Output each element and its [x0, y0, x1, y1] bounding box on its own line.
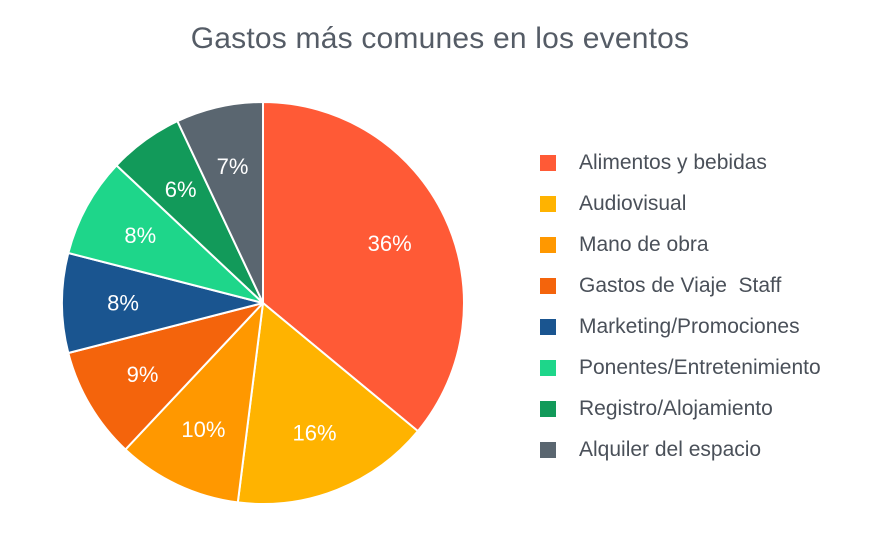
chart-title: Gastos más comunes en los eventos — [190, 22, 690, 55]
legend-swatch — [540, 318, 556, 335]
chart-legend: Alimentos y bebidas Audiovisual Mano de ob… — [540, 142, 821, 470]
slice-value-label-3: 10% — [181, 417, 225, 442]
legend-label: Gastos de Viaje Staff — [579, 273, 782, 297]
legend-item: Alimentos y bebidas — [540, 142, 821, 183]
slice-value-label-2: 16% — [292, 421, 336, 446]
pie-slice-2 — [236, 302, 419, 505]
pie-slice-4 — [67, 302, 264, 451]
legend-item: Audiovisual — [540, 183, 821, 224]
slice-value-label-4: 9% — [127, 362, 159, 387]
legend-item: Ponentes/Entretenimiento — [540, 347, 821, 388]
legend-swatch — [540, 154, 556, 171]
legend-label: Registro/Alojamiento — [579, 396, 773, 420]
legend-label: Mano de obra — [579, 232, 709, 256]
legend-swatch — [540, 359, 556, 376]
legend-item: Mano de obra — [540, 224, 821, 265]
legend-swatch — [540, 195, 556, 212]
legend-item: Alquiler del espacio — [540, 429, 821, 470]
slice-value-label-8: 7% — [217, 154, 249, 179]
legend-swatch — [540, 400, 556, 417]
slice-value-label-6: 8% — [124, 223, 156, 248]
pie-slice-6 — [67, 164, 264, 304]
legend-swatch — [540, 441, 556, 458]
legend-label: Ponentes/Entretenimiento — [579, 355, 821, 379]
pie-slice-8 — [176, 101, 264, 304]
legend-swatch — [540, 277, 556, 294]
legend-swatch — [540, 236, 556, 253]
pie-slice-5 — [61, 252, 264, 354]
pie-slice-1 — [262, 101, 465, 433]
legend-label: Marketing/Promociones — [579, 314, 800, 338]
slice-value-label-7: 6% — [165, 177, 197, 202]
legend-label: Audiovisual — [579, 191, 687, 215]
legend-label: Alquiler del espacio — [579, 437, 762, 461]
legend-label: Alimentos y bebidas — [579, 150, 767, 174]
legend-item: Gastos de Viaje Staff — [540, 265, 821, 306]
legend-item: Registro/Alojamiento — [540, 388, 821, 429]
slice-value-label-5: 8% — [107, 291, 139, 316]
pie-slice-3 — [124, 302, 264, 504]
slice-value-label-1: 36% — [368, 231, 412, 256]
legend-item: Marketing/Promociones — [540, 306, 821, 347]
